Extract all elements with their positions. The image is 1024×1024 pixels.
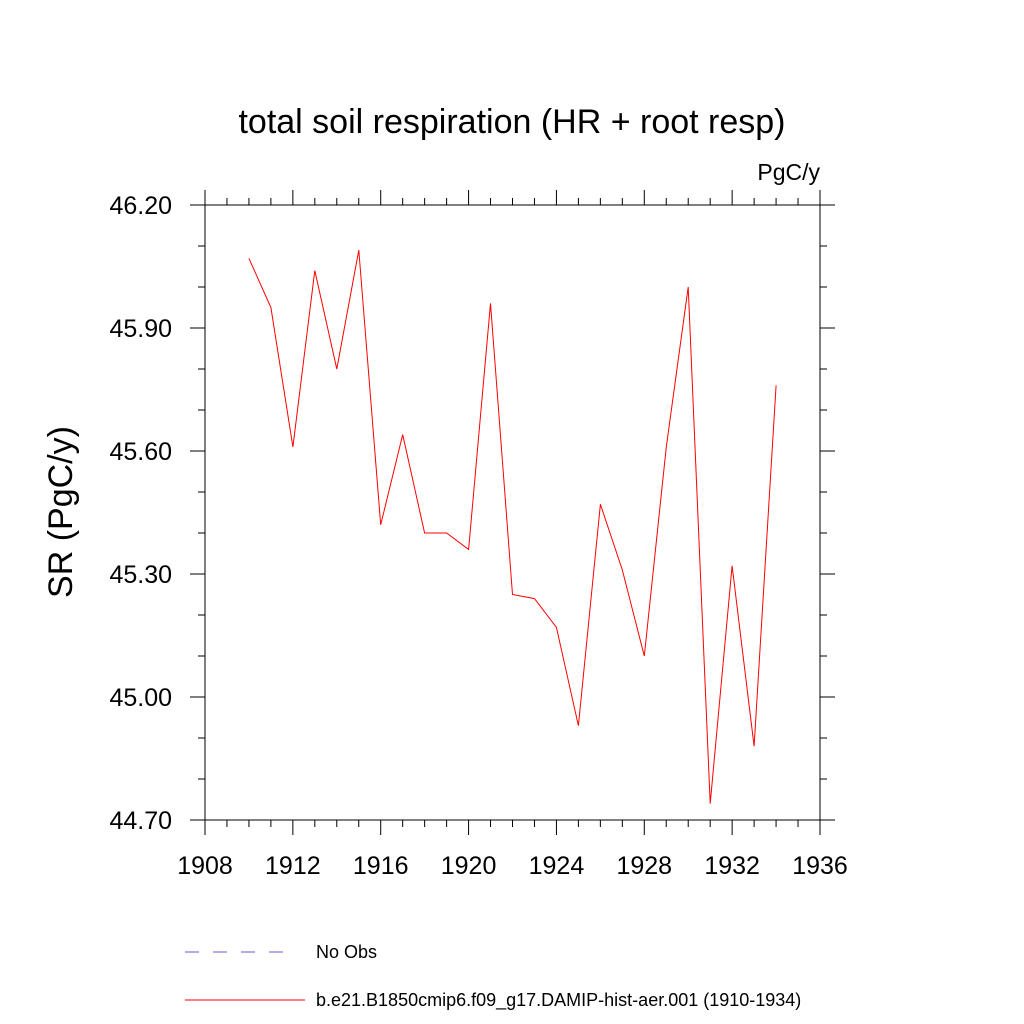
y-axis-label: SR (PgC/y)	[42, 426, 80, 598]
x-tick-label: 1936	[792, 852, 848, 880]
x-tick-label: 1928	[616, 852, 672, 880]
x-axis-tick-labels: 1908 1912 1916 1920 1924 1928 1932 1936	[177, 852, 848, 880]
y-axis-tick-labels: 44.70 45.00 45.30 45.60 45.90 46.20	[109, 192, 172, 835]
x-tick-label: 1920	[441, 852, 497, 880]
x-tick-label: 1912	[265, 852, 321, 880]
x-axis-ticks	[204, 190, 821, 835]
y-axis-ticks	[190, 204, 835, 821]
x-tick-label: 1924	[529, 852, 585, 880]
y-tick-label: 45.90	[109, 315, 172, 343]
legend-label-model: b.e21.B1850cmip6.f09_g17.DAMIP-hist-aer.…	[316, 990, 801, 1011]
chart-title: total soil respiration (HR + root resp)	[238, 103, 785, 141]
plot-frame	[204, 204, 821, 821]
x-tick-label: 1932	[704, 852, 760, 880]
units-label: PgC/y	[757, 159, 820, 185]
series-group	[248, 250, 777, 804]
y-tick-label: 45.30	[109, 561, 172, 589]
y-tick-label: 45.00	[109, 684, 172, 712]
legend: No Obs b.e21.B1850cmip6.f09_g17.DAMIP-hi…	[185, 942, 801, 1011]
x-tick-label: 1908	[177, 852, 233, 880]
legend-label-no-obs: No Obs	[316, 942, 377, 962]
series-line	[248, 250, 777, 804]
x-tick-label: 1916	[353, 852, 409, 880]
y-tick-label: 44.70	[109, 807, 172, 835]
y-tick-label: 45.60	[109, 438, 172, 466]
y-tick-label: 46.20	[109, 192, 172, 220]
